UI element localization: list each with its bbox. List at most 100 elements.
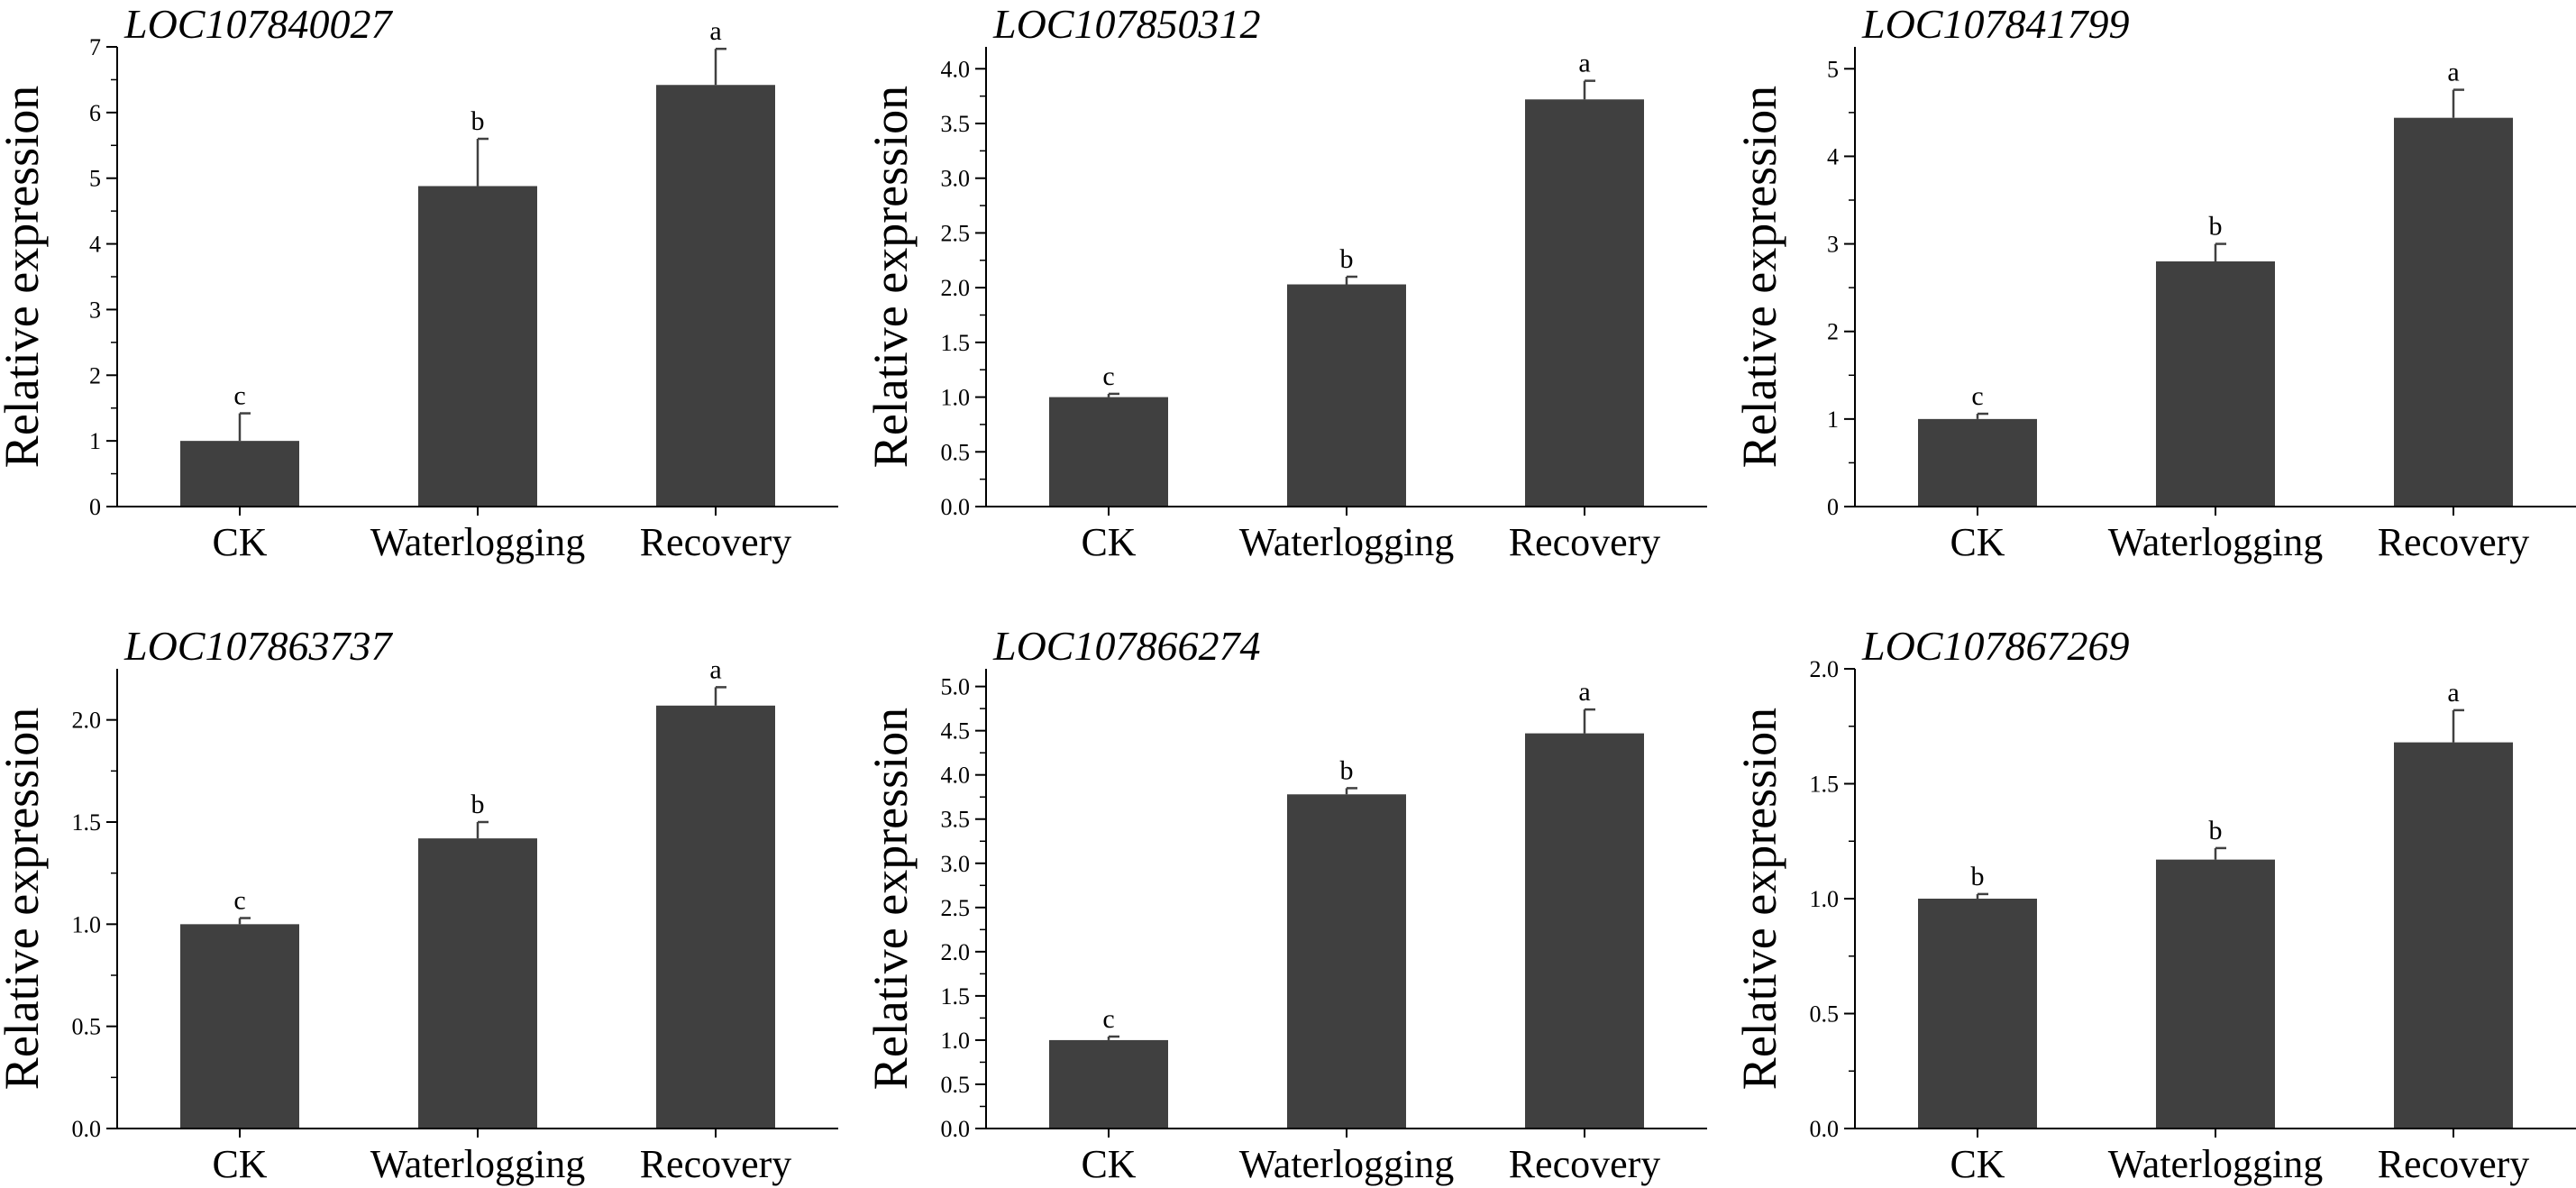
y-tick-label: 1 — [1827, 407, 1839, 433]
y-tick-label: 0.0 — [72, 1116, 102, 1142]
y-tick-label: 2.0 — [941, 939, 971, 965]
x-category-label: Recovery — [640, 1142, 792, 1186]
y-tick-label: 2.0 — [941, 275, 971, 301]
bar-recovery — [2394, 742, 2513, 1129]
significance-letter: a — [2447, 678, 2459, 708]
bar-ck — [1918, 418, 2037, 507]
significance-letter: b — [2209, 816, 2223, 845]
bar-ck — [1049, 1039, 1168, 1129]
bar-recovery — [656, 705, 775, 1129]
y-tick-label: 2.5 — [941, 895, 971, 921]
chart-panel-5: LOC107866274 Relative expression 0.0 0.5 1.0… — [863, 623, 1707, 1186]
y-axis-label: Relative expression — [1732, 708, 1786, 1090]
y-tick-label: 1.5 — [1810, 772, 1840, 798]
y-tick-label: 0 — [89, 494, 101, 520]
y-tick-label: 5.0 — [941, 674, 971, 700]
x-category-label: Recovery — [1509, 520, 1661, 564]
y-tick-label: 4 — [1827, 143, 1839, 169]
y-tick-label: 2 — [89, 362, 101, 388]
significance-letter: a — [709, 654, 721, 684]
y-tick-label: 4.5 — [941, 718, 971, 745]
significance-letter: b — [1340, 755, 1354, 785]
y-tick-label: 3.5 — [941, 807, 971, 833]
bar-waterlogging — [2156, 859, 2275, 1129]
x-category-label: CK — [1950, 520, 2005, 564]
panel-title: LOC107840027 — [123, 1, 393, 47]
y-tick-label: 0.0 — [1810, 1116, 1840, 1142]
y-tick-label: 0.5 — [1810, 1001, 1840, 1028]
bar-ck — [180, 441, 299, 507]
bar-waterlogging — [418, 186, 537, 507]
y-tick-label: 3 — [1827, 232, 1839, 258]
y-tick-label: 0 — [1827, 494, 1839, 520]
bar-waterlogging — [2156, 261, 2275, 507]
bar-recovery — [2394, 117, 2513, 507]
y-tick-label: 1.5 — [941, 330, 971, 356]
significance-letter: a — [709, 16, 721, 46]
significance-letter: c — [233, 886, 245, 916]
significance-letter: b — [2209, 212, 2223, 242]
significance-letter: c — [233, 381, 245, 411]
y-tick-label: 1.0 — [941, 1028, 971, 1054]
bar-ck — [1049, 397, 1168, 507]
y-tick-label: 1.0 — [1810, 886, 1840, 912]
x-category-label: CK — [1081, 520, 1136, 564]
x-category-label: CK — [1950, 1142, 2005, 1186]
y-tick-label: 4.0 — [941, 763, 971, 789]
y-tick-label: 0.0 — [941, 494, 971, 520]
x-category-label: CK — [1081, 1142, 1136, 1186]
x-category-label: Recovery — [2378, 1142, 2530, 1186]
significance-letter: b — [1971, 862, 1985, 891]
chart-panel-2: LOC107850312 Relative expression 0.0 0.5 1.0… — [863, 1, 1707, 564]
x-category-label: Recovery — [1509, 1142, 1661, 1186]
y-tick-label: 2 — [1827, 319, 1839, 345]
significance-letter: c — [1102, 361, 1114, 391]
x-category-label: Waterlogging — [2108, 1142, 2323, 1186]
x-category-label: Waterlogging — [370, 520, 585, 564]
panel-title: LOC107841799 — [1861, 1, 2129, 47]
y-tick-label: 0.5 — [941, 1072, 971, 1098]
bar-recovery — [1525, 99, 1644, 507]
x-category-label: Recovery — [640, 520, 792, 564]
bar-waterlogging — [1287, 794, 1406, 1129]
y-tick-label: 0.0 — [941, 1116, 971, 1142]
panel-title: LOC107850312 — [992, 1, 1260, 47]
y-axis-label: Relative expression — [0, 86, 49, 468]
y-tick-label: 1.5 — [941, 983, 971, 1010]
bar-waterlogging — [418, 838, 537, 1129]
chart-panel-3: LOC107841799 Relative expression 0 1 2 3 4 5 c CK… — [1732, 1, 2576, 564]
chart-panel-6: LOC107867269 Relative expression 0.0 0.5 1.0… — [1732, 623, 2576, 1186]
bar-recovery — [656, 85, 775, 507]
y-tick-label: 4 — [89, 232, 101, 258]
x-category-label: CK — [212, 1142, 267, 1186]
significance-letter: a — [2447, 58, 2459, 87]
chart-panel-4: LOC107863737 Relative expression 0.0 0.5 1.0… — [0, 623, 838, 1186]
bar-ck — [180, 924, 299, 1129]
y-tick-label: 2.0 — [72, 708, 102, 734]
significance-letter: a — [1578, 677, 1590, 707]
y-tick-label: 2.0 — [1810, 656, 1840, 682]
significance-letter: b — [471, 106, 485, 136]
significance-letter: b — [1340, 244, 1354, 274]
y-axis-label: Relative expression — [863, 708, 918, 1090]
x-category-label: Recovery — [2378, 520, 2530, 564]
significance-letter: c — [1971, 381, 1983, 411]
y-tick-label: 5 — [1827, 56, 1839, 82]
x-category-label: Waterlogging — [370, 1142, 585, 1186]
y-tick-label: 1.0 — [941, 385, 971, 411]
y-tick-label: 0.5 — [941, 439, 971, 465]
y-tick-label: 4.0 — [941, 56, 971, 82]
y-tick-label: 3 — [89, 297, 101, 323]
significance-letter: c — [1102, 1004, 1114, 1034]
y-tick-label: 5 — [89, 166, 101, 192]
y-axis-label: Relative expression — [1732, 86, 1786, 468]
significance-letter: b — [471, 790, 485, 819]
y-tick-label: 1 — [89, 428, 101, 454]
y-tick-label: 0.5 — [72, 1014, 102, 1040]
y-axis-label: Relative expression — [0, 708, 49, 1090]
significance-letter: a — [1578, 49, 1590, 78]
panel-title: LOC107863737 — [123, 623, 393, 669]
y-tick-label: 3.5 — [941, 111, 971, 137]
y-tick-label: 3.0 — [941, 166, 971, 192]
